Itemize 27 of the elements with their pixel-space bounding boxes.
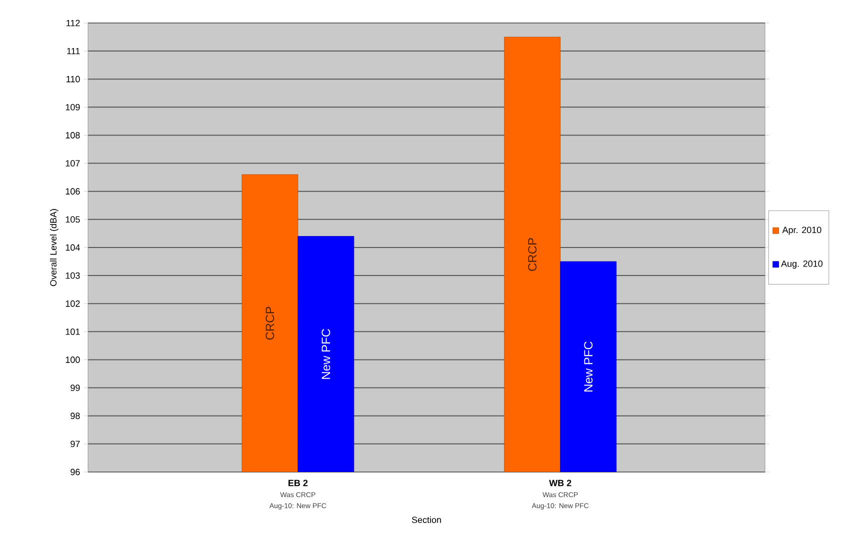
y-tick-label: 103 xyxy=(66,272,80,279)
data-label: New PFC xyxy=(584,342,593,392)
y-tick-label: 102 xyxy=(66,300,80,307)
y-tick-label: 112 xyxy=(66,20,80,26)
y-tick-label: 109 xyxy=(66,104,80,110)
y-tick-label: 101 xyxy=(66,328,80,335)
y-tick-label: 105 xyxy=(66,216,80,223)
y-axis-title: Overall Level (dBA) xyxy=(50,209,58,286)
y-tick-label: 108 xyxy=(66,132,80,138)
y-tick-label: 110 xyxy=(66,76,80,82)
y-tick-label: 99 xyxy=(70,384,80,392)
legend-label: Apr. 2010 xyxy=(782,226,822,235)
data-label: CRCP xyxy=(528,238,537,271)
x-tick-label: EB 2 xyxy=(288,480,308,486)
y-tick-label: 100 xyxy=(66,356,80,363)
x-tick-label: WB 2 xyxy=(549,480,572,486)
y-tick-label: 106 xyxy=(66,188,80,195)
x-axis-title: Section xyxy=(412,516,441,524)
y-tick-label: 97 xyxy=(70,440,80,448)
y-tick-label: 111 xyxy=(67,48,80,54)
data-label: CRCP xyxy=(266,306,274,340)
y-tick-label: 107 xyxy=(66,160,80,166)
y-tick-label: 96 xyxy=(70,468,80,476)
legend-label: Aug. 2010 xyxy=(781,260,823,269)
y-tick-label: 104 xyxy=(66,244,80,251)
y-tick-label: 98 xyxy=(70,412,80,420)
data-label: New PFC xyxy=(322,328,330,379)
